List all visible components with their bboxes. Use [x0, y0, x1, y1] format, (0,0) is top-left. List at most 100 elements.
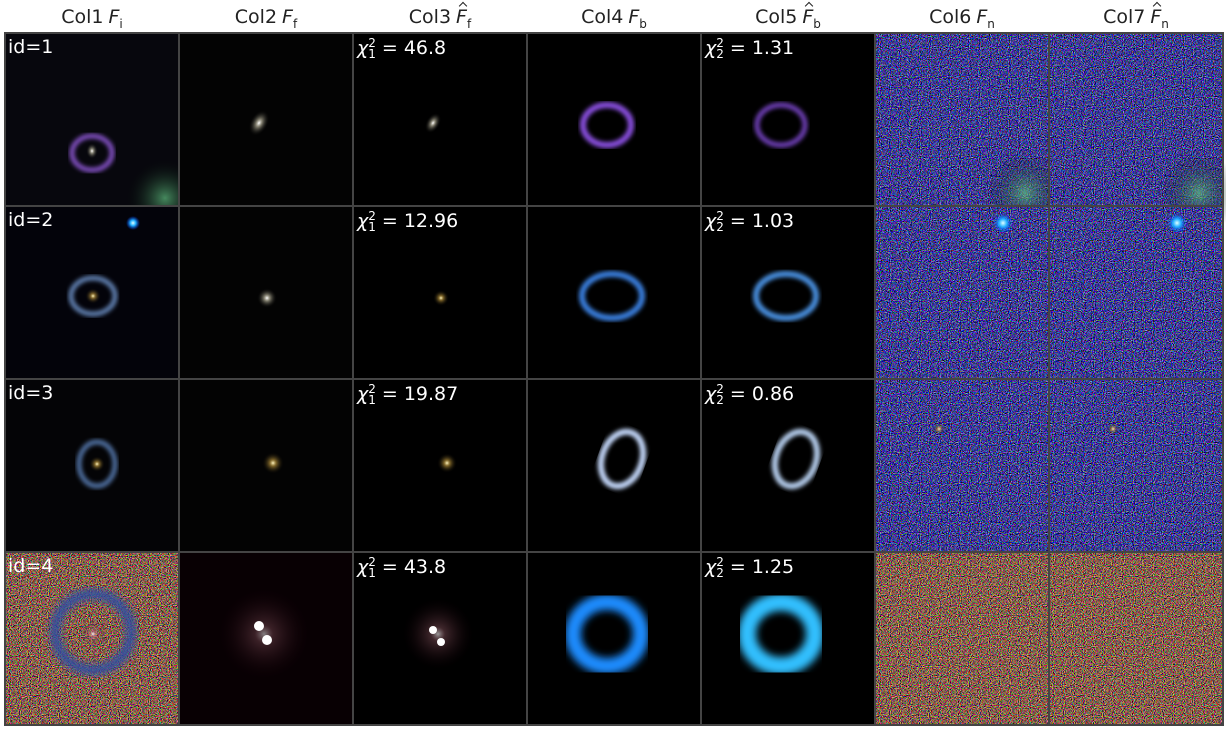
- column-label: Col7: [1103, 6, 1145, 28]
- column-subscript: i: [119, 17, 122, 31]
- column-subscript: f: [467, 17, 471, 31]
- column-symbol: F: [1150, 6, 1161, 28]
- image-cell: [5, 379, 179, 552]
- chi-symbol: χ: [705, 383, 716, 405]
- chi-subscript: 2: [716, 395, 724, 406]
- chi-value: 0.86: [752, 383, 794, 405]
- chi-subscript: 1: [368, 395, 376, 406]
- chi-symbol: χ: [357, 37, 368, 59]
- image-cell: [179, 206, 353, 379]
- chi-symbol: χ: [705, 37, 716, 59]
- image-cell: [5, 552, 179, 725]
- chi-square-label: χ22 = 0.86: [705, 383, 794, 406]
- image-cell: [875, 33, 1065, 233]
- column-label: Col4: [581, 6, 623, 28]
- image-cell: [179, 33, 353, 206]
- image-cell: [875, 379, 1049, 552]
- column-label: Col2: [235, 6, 277, 28]
- image-cell: [875, 552, 1049, 725]
- image-cell: [527, 33, 701, 206]
- chi-scripts: 21: [368, 384, 376, 406]
- chi-relation: =: [730, 383, 746, 405]
- column-subscript: b: [639, 17, 647, 31]
- chi-symbol: χ: [357, 383, 368, 405]
- chi-symbol: χ: [705, 556, 716, 578]
- row-id-label: id=2: [8, 209, 53, 231]
- chi-value: 46.8: [404, 37, 446, 59]
- chi-subscript: 1: [368, 222, 376, 233]
- chi-symbol: χ: [357, 556, 368, 578]
- column-subscript: f: [293, 17, 297, 31]
- column-header: Col2Ff: [179, 6, 353, 31]
- column-subscript: n: [987, 17, 995, 31]
- chi-relation: =: [382, 210, 398, 232]
- column-symbol: F: [976, 6, 987, 28]
- chi-symbol: χ: [705, 210, 716, 232]
- image-cell: [1049, 552, 1223, 725]
- column-subscript: b: [813, 17, 821, 31]
- image-cell: [1049, 379, 1223, 552]
- column-subscript: n: [1161, 17, 1169, 31]
- chi-relation: =: [730, 210, 746, 232]
- figure: Col1FiCol2FfCol3FfCol4FbCol5FbCol6FnCol7…: [0, 0, 1226, 729]
- row-id-label: id=4: [8, 555, 53, 577]
- chi-relation: =: [730, 37, 746, 59]
- chi-subscript: 1: [368, 568, 376, 579]
- chi-scripts: 22: [716, 384, 724, 406]
- chi-relation: =: [382, 383, 398, 405]
- column-symbol: F: [802, 6, 813, 28]
- image-cell: [1049, 206, 1223, 379]
- image-cell: [527, 206, 701, 379]
- chi-value: 1.31: [752, 37, 794, 59]
- chi-value: 1.25: [752, 556, 794, 578]
- chi-subscript: 2: [716, 222, 724, 233]
- image-cell: [1049, 33, 1226, 233]
- chi-symbol: χ: [357, 210, 368, 232]
- chi-relation: =: [730, 556, 746, 578]
- chi-subscript: 1: [368, 49, 376, 60]
- column-symbol: F: [628, 6, 639, 28]
- column-label: Col6: [929, 6, 971, 28]
- image-cell: [875, 206, 1049, 379]
- image-cell: [179, 552, 353, 725]
- chi-value: 43.8: [404, 556, 446, 578]
- chi-value: 1.03: [752, 210, 794, 232]
- chi-value: 19.87: [404, 383, 458, 405]
- chi-subscript: 2: [716, 568, 724, 579]
- column-label: Col5: [755, 6, 797, 28]
- column-label: Col1: [61, 6, 103, 28]
- row-id-label: id=3: [8, 382, 53, 404]
- row-id-label: id=1: [8, 36, 53, 58]
- chi-scripts: 21: [368, 211, 376, 233]
- image-cell: [5, 206, 179, 379]
- image-cell: [527, 552, 701, 725]
- column-label: Col3: [409, 6, 451, 28]
- column-symbol: F: [456, 6, 467, 28]
- column-symbol: F: [282, 6, 293, 28]
- image-cell: [179, 379, 353, 552]
- chi-subscript: 2: [716, 49, 724, 60]
- image-grid: [0, 0, 1226, 729]
- chi-relation: =: [382, 556, 398, 578]
- chi-relation: =: [382, 37, 398, 59]
- chi-value: 12.96: [404, 210, 458, 232]
- image-cell: [527, 379, 701, 552]
